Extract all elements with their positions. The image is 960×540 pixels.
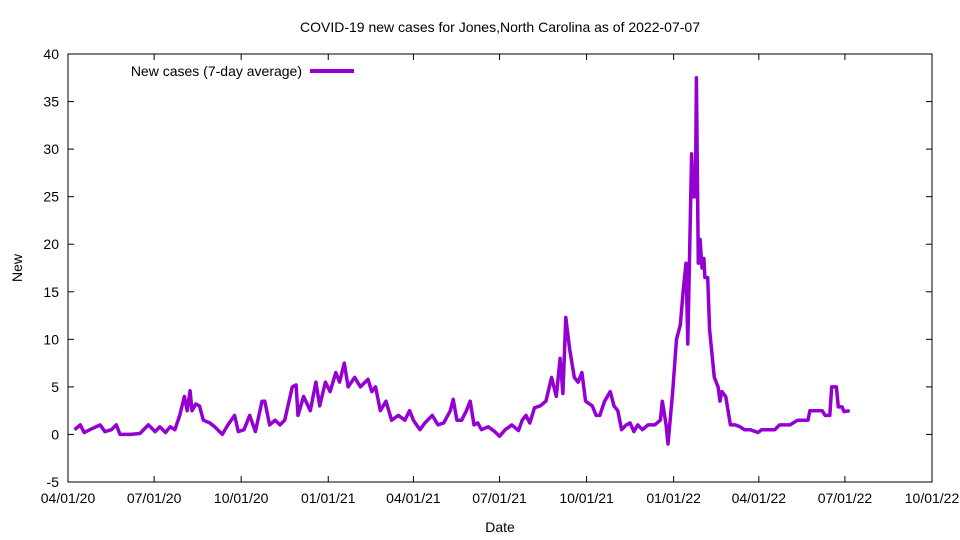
x-tick-label: 07/01/21 xyxy=(472,490,527,506)
y-tick-label: 20 xyxy=(43,236,59,252)
x-tick-label: 01/01/21 xyxy=(301,490,356,506)
x-tick-label: 07/01/20 xyxy=(127,490,182,506)
x-axis-label: Date xyxy=(485,519,515,535)
y-tick-label: 5 xyxy=(51,379,59,395)
y-tick-label: 15 xyxy=(43,284,59,300)
y-tick-label: 40 xyxy=(43,46,59,62)
y-axis: -5 0 5 10 15 20 25 30 35 40 xyxy=(43,46,932,490)
x-axis: 04/01/20 07/01/20 10/01/20 01/01/21 04/01/21… xyxy=(41,54,960,506)
y-tick-label: 35 xyxy=(43,94,59,110)
y-tick-label: 10 xyxy=(43,331,59,347)
y-tick-label: -5 xyxy=(47,474,60,490)
y-tick-label: 0 xyxy=(51,426,59,442)
x-tick-label: 04/01/22 xyxy=(732,490,787,506)
x-tick-label: 04/01/20 xyxy=(41,490,96,506)
legend: New cases (7-day average) xyxy=(131,63,354,79)
x-tick-label: 10/01/20 xyxy=(214,490,269,506)
x-tick-label: 01/01/22 xyxy=(646,490,701,506)
y-tick-label: 30 xyxy=(43,141,59,157)
series-line-new-cases xyxy=(73,76,850,446)
plot-frame xyxy=(67,53,933,483)
x-tick-label: 10/01/21 xyxy=(559,490,614,506)
y-axis-label: New xyxy=(9,253,25,282)
x-tick-label: 10/01/22 xyxy=(905,490,960,506)
x-tick-label: 04/01/21 xyxy=(386,490,441,506)
y-tick-label: 25 xyxy=(43,189,59,205)
legend-label: New cases (7-day average) xyxy=(131,63,302,79)
chart-title: COVID-19 new cases for Jones,North Carol… xyxy=(300,19,700,35)
x-tick-label: 07/01/22 xyxy=(818,490,873,506)
